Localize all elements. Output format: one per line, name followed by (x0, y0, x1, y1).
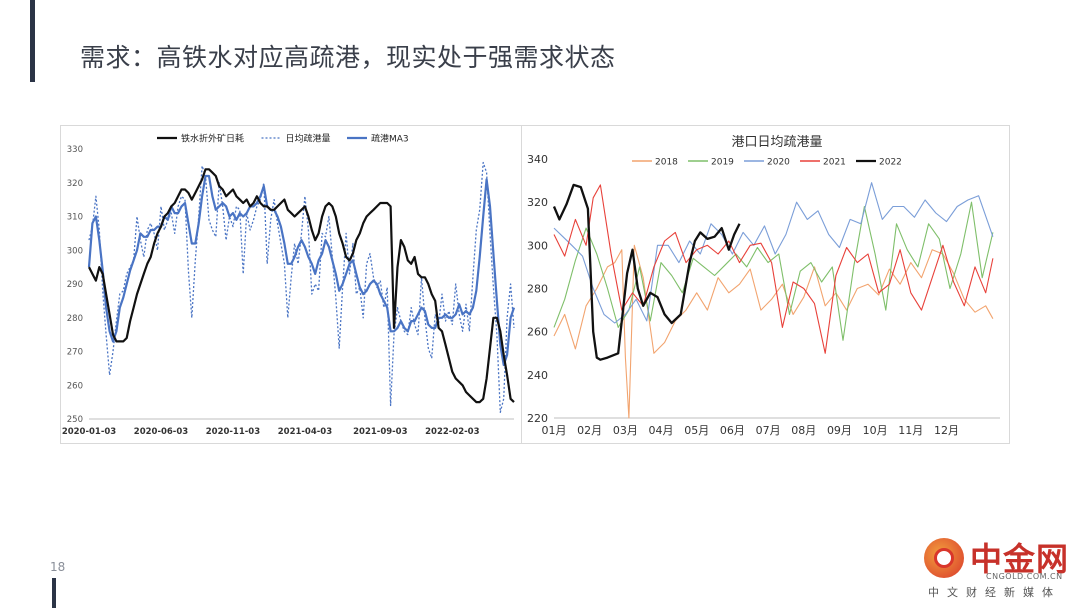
x-tick-label: 11月 (898, 424, 923, 437)
series-line-solid-blue (87, 174, 516, 367)
y-tick-label: 260 (67, 381, 83, 391)
y-tick-label: 270 (67, 348, 83, 358)
legend-label: 铁水折外矿日耗 (181, 133, 244, 145)
y-tick-label: 300 (527, 239, 548, 252)
y-tick-label: 300 (67, 246, 83, 256)
cngold-logo-mark-icon (924, 538, 964, 578)
y-tick-label: 320 (527, 196, 548, 209)
legend-label: 疏港MA3 (371, 133, 409, 145)
logo-url: CNGOLD.COM.CN (986, 572, 1063, 581)
x-tick-label: 04月 (649, 424, 674, 437)
iron-vs-port-chart-svg: 250 260 270 280 290 300 310 320 330 2020-01-03 202… (62, 133, 516, 437)
y-tick-label: 280 (527, 283, 548, 296)
cngold-logo: 中金网 CNGOLD.COM.CN 中文财经新媒体 (910, 530, 1080, 608)
y-tick-label: 260 (527, 326, 548, 339)
page-number: 18 (50, 560, 66, 574)
x-tick-label: 2021-04-03 (278, 427, 332, 437)
x-tick-label: 2020-06-03 (134, 427, 188, 437)
x-tick-label: 09月 (827, 424, 852, 437)
legend-label: 2019 (711, 158, 734, 168)
x-tick-label: 07月 (756, 424, 781, 437)
series-line-solid-black (88, 168, 515, 404)
x-tick-label: 2021-09-03 (353, 427, 407, 437)
y-tick-label: 290 (67, 280, 83, 290)
series-line-2019 (553, 201, 994, 341)
series-line-dotted-blue (88, 161, 515, 413)
y-tick-label: 340 (527, 153, 548, 166)
x-tick-label: 01月 (542, 424, 567, 437)
legend-label: 2021 (823, 158, 846, 168)
series-line-2020 (553, 182, 994, 324)
y-tick-label: 280 (67, 314, 83, 324)
logo-name: 中金网 (970, 540, 1070, 578)
x-tick-label: 02月 (577, 424, 602, 437)
chart-title: 港口日均疏港量 (731, 135, 822, 150)
y-tick-label: 310 (67, 213, 83, 223)
series-line-2022 (552, 183, 741, 361)
x-tick-label: 08月 (791, 424, 816, 437)
legend-label: 2022 (879, 158, 902, 168)
series-line-2018 (553, 244, 994, 419)
x-tick-label: 05月 (684, 424, 709, 437)
legend-label: 日均疏港量 (286, 133, 331, 145)
y-tick-label: 250 (67, 415, 83, 425)
y-tick-label: 320 (67, 179, 83, 189)
y-tick-label: 220 (527, 412, 548, 425)
slide-title: 需求：高铁水对应高疏港，现实处于强需求状态 (80, 43, 616, 72)
port-daily-throughput-chart: 港口日均疏港量 220 240 260 280 300 320 340 01月 02月 03月 04月… (521, 125, 1010, 444)
x-tick-label: 10月 (863, 424, 888, 437)
x-tick-label: 03月 (613, 424, 638, 437)
x-tick-label: 2022-02-03 (425, 427, 479, 437)
x-tick-label: 2020-11-03 (206, 427, 260, 437)
x-tick-label: 12月 (934, 424, 959, 437)
y-tick-label: 240 (527, 369, 548, 382)
x-tick-label: 2020-01-03 (62, 427, 116, 437)
legend-label: 2020 (767, 158, 790, 168)
bottom-accent-bar (52, 578, 56, 608)
port-daily-throughput-chart-svg: 港口日均疏港量 220 240 260 280 300 320 340 01月 02月 03月 04月… (527, 135, 1000, 437)
x-tick-label: 06月 (720, 424, 745, 437)
y-tick-label: 330 (67, 145, 83, 155)
legend-label: 2018 (655, 158, 678, 168)
title-accent-bar (30, 0, 35, 82)
series-line-2021 (553, 184, 994, 354)
logo-tagline: 中文财经新媒体 (928, 586, 1061, 599)
iron-vs-port-chart: 250 260 270 280 290 300 310 320 330 2020-01-03 202… (60, 125, 522, 444)
